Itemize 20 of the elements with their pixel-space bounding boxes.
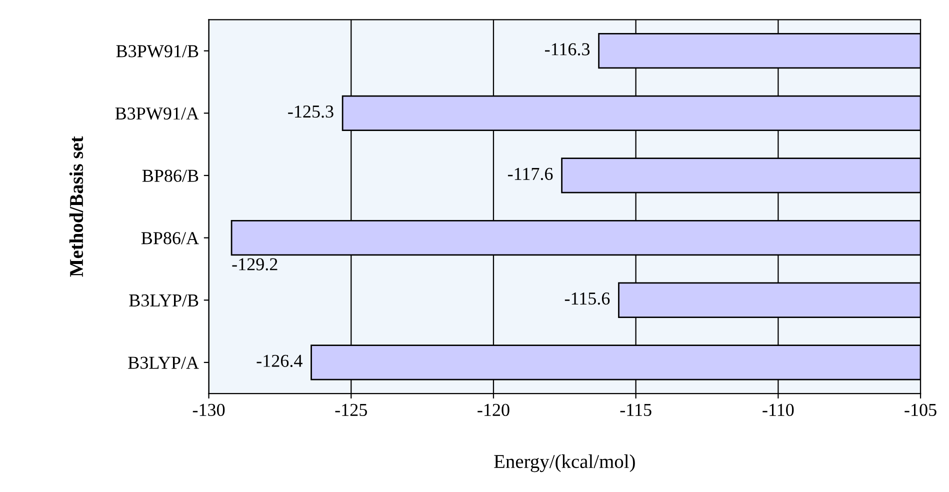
- y-tick-label: B3LYP/A: [128, 356, 199, 369]
- y-tick-label: B3LYP/B: [129, 294, 198, 307]
- x-tick-label: -120: [478, 404, 510, 416]
- x-axis-title: Energy/(kcal/mol): [494, 454, 635, 472]
- y-tick-label: B3PW91/A: [115, 107, 199, 120]
- data-label: -126.4: [256, 354, 302, 368]
- y-tick-label: BP86/B: [142, 170, 198, 182]
- data-label: -129.2: [232, 258, 278, 270]
- data-label: -116.3: [544, 43, 590, 56]
- data-label: -125.3: [288, 106, 334, 118]
- x-tick-label: -115: [620, 404, 652, 416]
- y-tick-label: B3PW91/B: [116, 45, 198, 58]
- data-label: -117.6: [508, 168, 553, 180]
- x-tick-label: -130: [192, 404, 225, 416]
- y-tick-label: BP86/A: [141, 232, 199, 244]
- x-tick-label: -110: [762, 404, 794, 416]
- x-tick-label: -125: [335, 404, 367, 416]
- y-axis-title: Method/Basis set: [69, 136, 84, 277]
- x-tick-label: -105: [904, 404, 936, 416]
- data-label: -115.6: [564, 292, 610, 305]
